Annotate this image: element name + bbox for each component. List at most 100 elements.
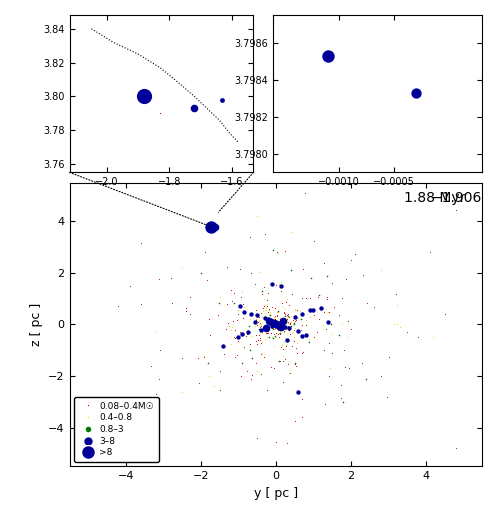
Point: [247, 269, 255, 277]
Point: [310, 237, 318, 245]
Point: [257, 350, 265, 358]
Point: [216, 367, 224, 375]
Point: [137, 300, 145, 308]
Point: [340, 346, 348, 354]
Point: [216, 385, 224, 393]
Legend: 0.08–0.4M☉, 0.4–0.8, 0.8–3, 3–8, >8: 0.08–0.4M☉, 0.4–0.8, 0.8–3, 3–8, >8: [74, 397, 159, 462]
Point: [284, 312, 292, 320]
Point: [244, 328, 251, 336]
Point: [252, 315, 260, 323]
Point: [205, 314, 213, 322]
Point: [287, 228, 295, 236]
Point: [283, 310, 291, 318]
Point: [277, 320, 285, 328]
Point: [283, 314, 291, 322]
Point: [330, 303, 338, 311]
Point: [253, 212, 261, 220]
Point: [256, 336, 264, 344]
Point: [256, 319, 264, 327]
Point: [310, 333, 318, 341]
Point: [287, 321, 295, 330]
Point: [269, 324, 277, 332]
Point: [275, 326, 283, 334]
Point: [287, 318, 295, 326]
Point: [280, 328, 288, 336]
Point: [284, 359, 292, 368]
Point: [256, 316, 264, 324]
Point: [390, 319, 398, 328]
Point: [274, 308, 282, 316]
Point: [210, 382, 218, 390]
Point: [264, 327, 272, 335]
Point: [270, 321, 278, 330]
Point: [290, 326, 298, 334]
Point: [270, 313, 278, 321]
Point: [274, 326, 282, 334]
Point: [273, 321, 281, 329]
Point: [328, 349, 335, 357]
Point: [271, 320, 279, 329]
Point: [280, 309, 288, 317]
Point: [279, 321, 287, 329]
Point: [288, 290, 296, 298]
Y-axis label: z [ pc ]: z [ pc ]: [30, 303, 43, 346]
Point: [274, 330, 282, 338]
Point: [260, 283, 268, 292]
Point: [260, 325, 268, 334]
Point: [267, 363, 275, 371]
Point: [262, 324, 270, 333]
Point: [299, 265, 307, 273]
Point: [265, 333, 273, 341]
Point: [271, 320, 279, 329]
Point: [275, 333, 283, 341]
Point: [328, 331, 335, 339]
Point: [262, 317, 270, 325]
Point: [298, 413, 306, 421]
Point: [414, 333, 422, 341]
Point: [291, 310, 299, 318]
Point: [275, 317, 283, 325]
Point: [276, 320, 284, 329]
Point: [276, 317, 284, 325]
Point: [302, 331, 310, 339]
Point: [326, 364, 333, 372]
Point: [258, 304, 266, 312]
Point: [277, 325, 285, 333]
Point: [195, 379, 203, 387]
Point: [286, 369, 294, 377]
Point: [185, 310, 193, 318]
Point: [274, 322, 282, 331]
Point: [265, 317, 273, 325]
Point: [276, 329, 284, 337]
Point: [306, 306, 314, 314]
Point: [284, 327, 292, 335]
Point: [309, 306, 317, 314]
Point: [254, 337, 262, 345]
Point: [270, 312, 278, 320]
Point: [274, 318, 282, 327]
Point: [280, 319, 288, 327]
Point: [265, 311, 273, 319]
Point: [358, 359, 366, 367]
Point: [290, 337, 298, 345]
Point: [279, 317, 287, 325]
Point: [265, 305, 273, 313]
Point: [223, 263, 231, 271]
Point: [255, 313, 263, 321]
Point: [259, 353, 267, 361]
Point: [226, 334, 234, 342]
Point: [325, 318, 332, 326]
Point: [307, 274, 315, 282]
Point: [298, 332, 306, 340]
Point: [282, 298, 290, 306]
Point: [251, 322, 259, 330]
Point: [271, 317, 279, 325]
Point: [291, 417, 299, 425]
Point: [260, 324, 268, 332]
Point: [285, 301, 293, 309]
Point: [294, 327, 302, 335]
Point: [241, 332, 248, 340]
Point: [257, 320, 265, 328]
Point: [278, 341, 286, 349]
Point: [236, 302, 244, 310]
